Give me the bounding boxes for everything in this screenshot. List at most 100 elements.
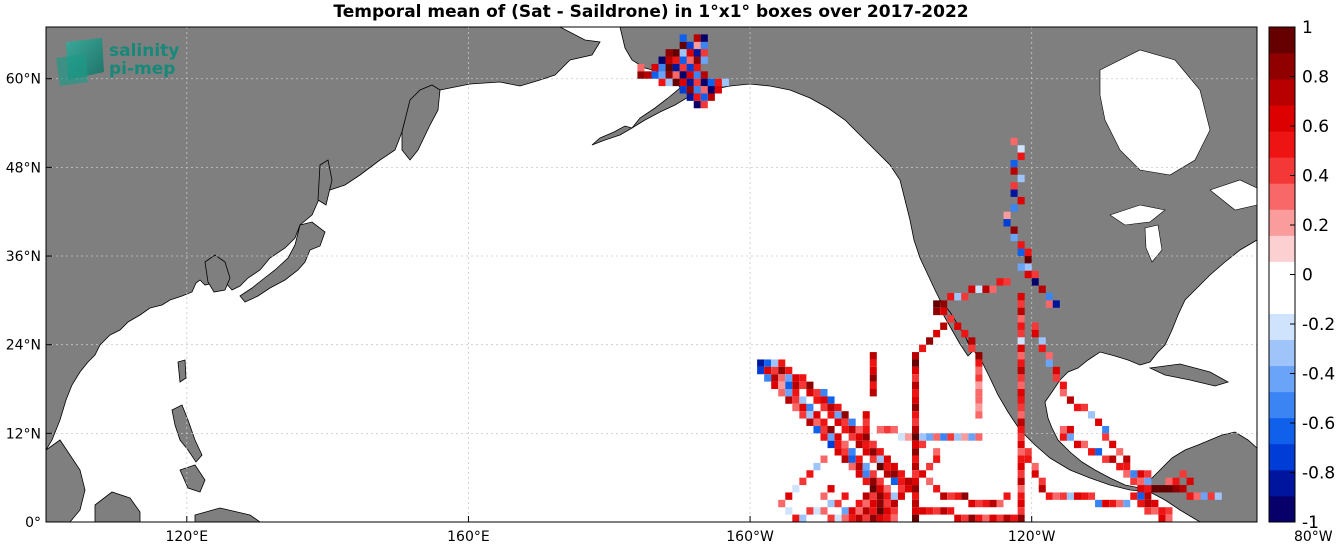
data-cell-7-110 [855,499,863,508]
data-cell-7-144 [869,366,877,375]
data-cell-8-43 [1003,514,1011,522]
data-cell-7-28 [792,396,800,404]
data-cell-3-18 [1017,425,1025,434]
data-cell-9-45 [1165,477,1173,486]
data-cell-3-12 [1017,381,1025,390]
data-cell-0-44 [686,86,694,94]
data-cell-9-16 [1116,499,1124,508]
tick-label-lon-0: 120°E [166,529,209,544]
data-cell-5-16 [912,440,920,449]
chart-title: Temporal mean of (Sat - Saildrone) in 1°… [333,2,968,22]
data-cell-9-7 [1052,492,1060,500]
data-cell-8-4 [904,433,913,441]
data-cell-3-19 [1017,433,1025,441]
land-sakhalin [317,159,333,206]
data-cell-7-33 [792,403,800,412]
data-cell-5-8 [912,381,920,390]
data-cell-4-13 [1088,411,1096,419]
data-cell-8-35 [947,507,955,515]
data-cell-1-3 [1010,159,1018,168]
data-cell-7-24 [806,389,814,397]
data-cell-10-11 [1137,470,1145,478]
data-cell-9-27 [1193,492,1201,500]
data-cell-4-5 [1045,359,1053,367]
data-cell-6-2 [961,329,969,338]
data-cell-0-27 [665,71,673,79]
data-cell-0-53 [693,100,701,109]
data-cell-7-97 [897,477,905,486]
land-philippines [171,404,206,493]
data-cell-0-23 [693,63,701,72]
data-cell-0-16 [700,56,708,64]
land-borneo [94,491,141,522]
data-cell-7-1 [764,359,772,367]
colorbar-tick-label-3: 0.4 [1302,167,1329,187]
data-cell-6-12 [975,403,983,412]
data-cell-0-12 [672,56,680,64]
data-cell-9-44 [1144,477,1152,486]
data-cell-11-10 [806,507,814,515]
data-cell-7-121 [876,507,884,515]
data-cell-4-19 [1123,455,1131,463]
data-cell-9-39 [1165,514,1173,522]
data-cell-7-145 [869,359,877,367]
data-cell-5-20 [912,470,920,478]
data-cell-6-4 [968,344,976,353]
tick-label-lon-2: 160°W [726,529,774,544]
colorbar-tick-label-1: 0.8 [1302,68,1329,88]
data-cell-8-28 [989,499,997,508]
data-cell-7-128 [862,514,870,522]
data-cell-1-10 [1003,211,1011,220]
data-cell-7-66 [855,440,863,449]
data-cell-2-8 [989,285,997,293]
data-cell-0-51 [700,93,708,101]
data-cell-7-116 [841,507,849,515]
data-cell-0-34 [665,78,673,87]
data-cell-8-0 [876,425,884,434]
data-cell-7-81 [848,462,856,471]
data-cell-8-15 [933,448,941,456]
data-cell-7-32 [827,396,835,404]
data-cell-0-52 [707,93,715,101]
logo: salinity pi-mep [56,38,179,86]
data-cell-7-138 [862,425,870,434]
data-cell-0-15 [693,56,701,64]
data-cell-4-7 [1052,374,1060,382]
data-cell-9-10 [1073,492,1081,500]
data-cell-7-112 [869,499,877,508]
data-cell-8-23 [954,492,962,500]
data-cell-5-3 [919,344,927,353]
data-cell-7-83 [862,462,870,471]
data-cell-4-20 [1123,462,1131,471]
data-cell-7-58 [827,433,835,441]
data-cell-7-68 [869,440,877,449]
data-cell-8-36 [954,514,962,522]
data-cell-8-5 [919,433,927,441]
data-cell-8-10 [954,433,962,441]
data-cell-7-118 [855,507,863,515]
data-cell-9-8 [1059,492,1067,500]
data-cell-1-14 [1017,241,1025,249]
data-cell-7-35 [806,403,814,412]
land-new-guinea [194,507,261,522]
data-cell-5-21 [912,477,920,486]
data-cell-7-18 [792,381,800,390]
data-cell-10-5 [1095,448,1103,456]
data-cell-7-7 [778,366,786,375]
data-cell-10-10 [1130,470,1138,478]
data-cell-9-22 [1158,485,1166,493]
data-cell-1-4 [1010,167,1018,175]
data-cell-1-22 [1045,300,1053,308]
data-cell-7-38 [834,403,842,412]
data-cell-6-1 [954,322,962,330]
data-cell-0-7 [686,49,694,57]
data-cell-7-84 [876,462,884,471]
data-cell-8-42 [996,514,1004,522]
data-cell-7-45 [806,418,814,426]
data-cell-1-16 [1024,256,1032,264]
data-cell-7-129 [869,514,877,522]
land-kamchatka [401,84,441,161]
data-cell-0-8 [693,49,701,57]
colorbar-segment-4 [1269,391,1295,419]
data-cell-7-52 [820,425,828,434]
